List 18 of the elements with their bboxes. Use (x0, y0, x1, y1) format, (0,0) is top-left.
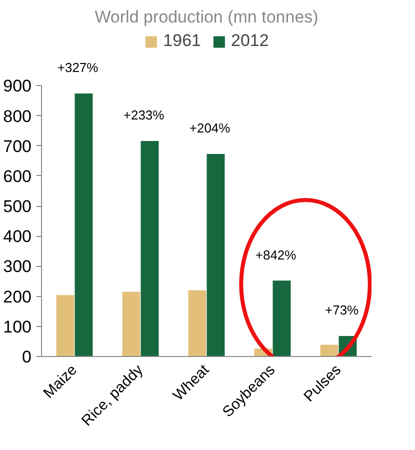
y-tick-label: 400 (3, 227, 32, 246)
annotation: +327% (57, 60, 99, 76)
annotation: +233% (123, 108, 165, 123)
y-tick-label: 100 (3, 317, 32, 336)
annotation: +842% (255, 247, 297, 262)
legend-label: 1961 (163, 31, 201, 51)
y-tick-label: 500 (3, 197, 32, 216)
y-tick-label: 0 (22, 348, 32, 366)
y-tick-label: 600 (3, 166, 32, 186)
legend-label: 2012 (231, 31, 269, 51)
annotation: +73% (324, 302, 360, 318)
y-tick-label: 200 (3, 287, 32, 306)
y-tick-label: 900 (3, 76, 32, 96)
annotation: +204% (189, 120, 231, 136)
chart-title: World production (mn tonnes) (94, 8, 318, 26)
y-tick-label: 800 (3, 106, 32, 126)
y-tick-label: 700 (3, 136, 32, 156)
y-tick-label: 300 (3, 257, 32, 276)
